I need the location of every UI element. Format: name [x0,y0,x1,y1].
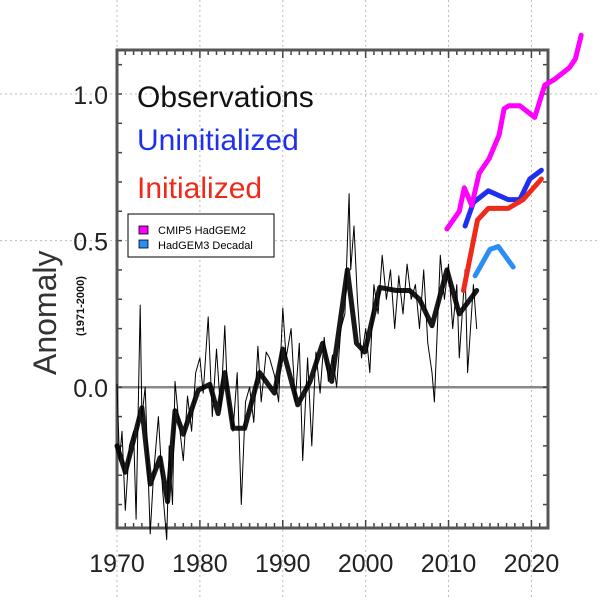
legend-label-hadgem3: HadGEM3 Decadal [158,240,253,252]
series-line-initialized [461,176,544,293]
legend-label-cmip5: CMIP5 HadGEM2 [158,225,246,237]
y-axis-sublabel: (1971-2000) [75,276,87,336]
series-line-hadgem3-decadal [472,244,516,279]
series-line-cmip5-hadgem2 [444,32,584,232]
x-tick-label: 1990 [255,550,311,578]
y-tick-label: 1.0 [73,82,108,110]
y-axis-label: Anomaly [27,251,63,376]
x-tick-label: 2010 [421,550,477,578]
x-tick-label: 2020 [504,550,560,578]
legend-text-observations: Observations [137,81,314,114]
y-tick-label: 0.5 [73,229,108,257]
legend-text-initialized: Initialized [137,172,262,205]
legend-box: CMIP5 HadGEM2 HadGEM3 Decadal [127,213,275,258]
plot-border [115,48,550,530]
x-tick-label: 1970 [89,550,145,578]
x-tick-label: 2000 [338,550,394,578]
y-tick-label: 0.0 [73,375,108,403]
legend-swatch-cmip5 [138,225,149,235]
legend-frame [127,213,275,258]
x-tick-label: 1980 [172,550,228,578]
legend-text-uninitialized: Uninitialized [137,124,299,157]
series-group [114,32,584,541]
legend-swatch-hadgem3 [138,239,149,249]
axes-frame [115,48,550,530]
series-line-observations-smooth [114,267,480,505]
tick-labels: 1970 1980 1990 2000 2010 2020 0.0 0.5 1.0 [73,82,559,578]
